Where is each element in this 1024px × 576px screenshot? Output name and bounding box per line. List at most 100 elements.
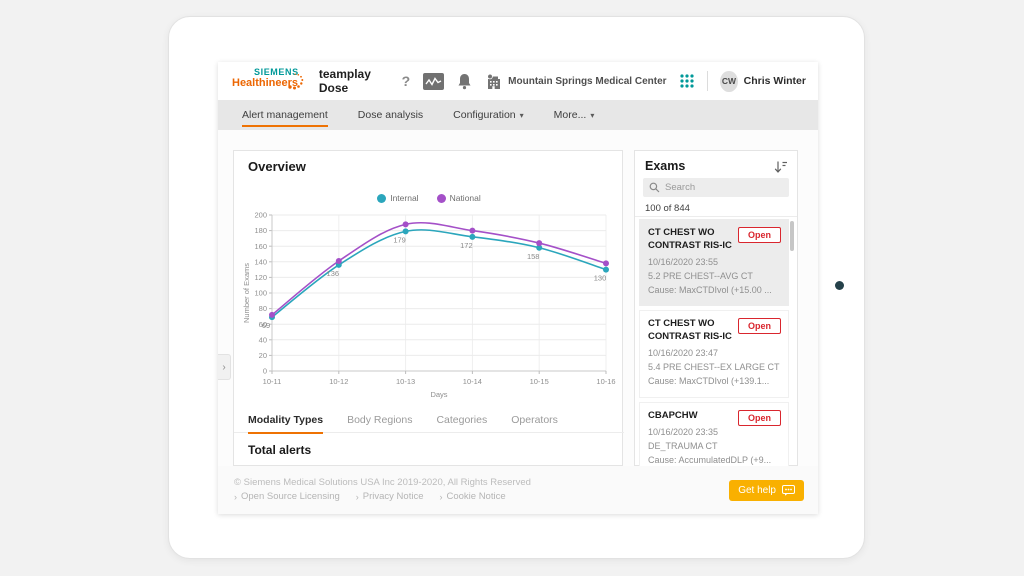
exam-card[interactable]: CT CHEST WO CONTRAST RIS-IC Open 10/16/2… bbox=[639, 219, 789, 307]
total-alerts-heading: Total alerts bbox=[248, 443, 312, 457]
data-point-national[interactable] bbox=[335, 258, 342, 265]
sidebar-expander-chevron[interactable]: › bbox=[218, 354, 231, 380]
footer-link-label: Privacy Notice bbox=[362, 491, 424, 502]
legend-dot bbox=[377, 193, 387, 203]
exams-scrollbar-thumb[interactable] bbox=[790, 221, 794, 251]
sort-icon[interactable] bbox=[773, 159, 789, 175]
apps-grid-icon[interactable] bbox=[679, 74, 694, 88]
svg-text:80: 80 bbox=[259, 304, 267, 313]
exam-card[interactable]: CT CHEST WO CONTRAST RIS-IC Open 10/16/2… bbox=[639, 310, 789, 398]
open-exam-button[interactable]: Open bbox=[737, 227, 781, 243]
dose-monitor-icon[interactable] bbox=[423, 72, 445, 90]
svg-text:10-11: 10-11 bbox=[263, 377, 282, 386]
svg-text:20: 20 bbox=[259, 351, 267, 360]
data-point-national[interactable] bbox=[402, 221, 409, 228]
svg-text:40: 40 bbox=[259, 335, 267, 344]
data-point-label: 136 bbox=[327, 269, 340, 278]
exam-card-list: CT CHEST WO CONTRAST RIS-IC Open 10/16/2… bbox=[639, 219, 789, 481]
exam-protocol: 5.4 PRE CHEST--EX LARGE CT bbox=[648, 362, 780, 372]
avatar[interactable]: CW bbox=[720, 70, 738, 92]
nav-tabs: Alert management Dose analysis Configura… bbox=[218, 100, 818, 130]
subtab-operators[interactable]: Operators bbox=[511, 407, 558, 433]
data-point-label: 130 bbox=[594, 274, 607, 283]
overview-subtabs: Modality Types Body Regions Categories O… bbox=[234, 407, 624, 434]
help-icon[interactable]: ? bbox=[401, 73, 411, 89]
subtab-modality-types[interactable]: Modality Types bbox=[248, 407, 324, 434]
svg-text:10-15: 10-15 bbox=[530, 377, 549, 386]
svg-text:200: 200 bbox=[254, 211, 267, 220]
svg-text:180: 180 bbox=[254, 226, 267, 235]
data-point-internal[interactable] bbox=[603, 266, 609, 273]
series-line-national bbox=[271, 221, 607, 316]
data-point-internal[interactable] bbox=[536, 244, 543, 251]
data-point-national[interactable] bbox=[603, 260, 609, 267]
bell-icon[interactable] bbox=[457, 73, 472, 90]
legend-label: Internal bbox=[390, 193, 419, 203]
chevron-right-icon: › bbox=[355, 491, 359, 502]
exams-title: Exams bbox=[645, 159, 686, 173]
open-exam-button[interactable]: Open bbox=[737, 318, 781, 335]
nav-tab-configuration[interactable]: Configuration ▾ bbox=[453, 100, 523, 130]
chevron-down-icon: ▾ bbox=[590, 110, 595, 120]
data-point-label: 179 bbox=[393, 235, 406, 244]
legend-item-national: National bbox=[436, 193, 481, 203]
nav-tab-more[interactable]: More... ▾ bbox=[554, 100, 595, 130]
data-point-national[interactable] bbox=[269, 311, 275, 318]
exams-line-chart: 0 20 40 60 80 100 120 140 160 180 200 10-11 10-12 10-… bbox=[242, 211, 616, 399]
nav-tab-dose-analysis[interactable]: Dose analysis bbox=[358, 100, 423, 130]
app-header: SIEMENS Healthineers teamplay Dose ? bbox=[218, 62, 818, 100]
series-line-internal bbox=[271, 229, 607, 318]
footer-link-cookie-notice[interactable]: › Cookie Notice bbox=[439, 491, 505, 502]
exam-card[interactable]: CBAPCHW Open 10/16/2020 23:35 DE_TRAUMA … bbox=[639, 401, 789, 477]
exam-datetime: 10/16/2020 23:35 bbox=[648, 426, 719, 437]
data-point-national[interactable] bbox=[536, 240, 543, 247]
open-exam-button[interactable]: Open bbox=[737, 409, 781, 426]
data-point-internal[interactable] bbox=[402, 228, 409, 235]
chevron-right-icon: › bbox=[234, 491, 237, 502]
chevron-down-icon: ▾ bbox=[519, 110, 524, 120]
nav-tab-label: Alert management bbox=[242, 109, 328, 121]
nav-tab-alert-management[interactable]: Alert management bbox=[242, 100, 328, 130]
user-name[interactable]: Chris Winter bbox=[743, 75, 806, 87]
tablet-camera bbox=[835, 281, 844, 290]
siemens-healthineers-logo: SIEMENS Healthineers bbox=[232, 67, 304, 95]
svg-text:10-14: 10-14 bbox=[463, 377, 482, 386]
footer-link-open-source-licensing[interactable]: › Open Source Licensing bbox=[234, 491, 340, 502]
subtab-categories[interactable]: Categories bbox=[436, 407, 487, 433]
search-box bbox=[643, 178, 789, 197]
product-title: teamplay Dose bbox=[318, 67, 371, 95]
get-help-button[interactable]: Get help bbox=[729, 480, 804, 501]
organization-name[interactable]: Mountain Springs Medical Center bbox=[508, 75, 667, 87]
overview-panel: Overview Internal National 0 20 40 60 80 100 1… bbox=[233, 150, 624, 466]
data-point-label: 172 bbox=[460, 241, 473, 250]
data-point-label: 69 bbox=[262, 321, 270, 330]
svg-text:160: 160 bbox=[254, 242, 267, 251]
exam-cause: Cause: AccumulatedDLP (+9... bbox=[648, 454, 772, 465]
exam-cause: Cause: MaxCTDIvol (+139.1... bbox=[648, 375, 770, 386]
nav-tab-label: Configuration bbox=[453, 109, 516, 121]
header-divider bbox=[706, 71, 708, 91]
logo-siemens-text: SIEMENS bbox=[254, 67, 299, 77]
subtab-label: Body Regions bbox=[347, 414, 413, 426]
exam-datetime: 10/16/2020 23:47 bbox=[648, 348, 719, 359]
data-point-internal[interactable] bbox=[469, 233, 476, 240]
exam-cause: Cause: MaxCTDIvol (+15.00 ... bbox=[648, 284, 772, 295]
footer-link-label: Open Source Licensing bbox=[241, 491, 340, 502]
teamplay-dose-app: SIEMENS Healthineers teamplay Dose ? bbox=[218, 62, 818, 514]
data-point-label: 158 bbox=[527, 252, 540, 261]
data-point-national[interactable] bbox=[469, 227, 476, 234]
exam-datetime: 10/16/2020 23:55 bbox=[648, 256, 719, 267]
copyright-text: © Siemens Medical Solutions USA Inc 2019… bbox=[234, 477, 531, 488]
svg-text:10-12: 10-12 bbox=[329, 377, 348, 386]
search-input[interactable] bbox=[665, 182, 775, 193]
exam-protocol: DE_TRAUMA CT bbox=[648, 440, 718, 451]
app-footer: © Siemens Medical Solutions USA Inc 2019… bbox=[218, 466, 818, 514]
subtab-body-regions[interactable]: Body Regions bbox=[347, 407, 412, 433]
chevron-right-icon: › bbox=[439, 491, 443, 502]
legend-item-internal: Internal bbox=[377, 193, 419, 203]
exams-panel: Exams 100 of 844 bbox=[634, 150, 798, 477]
svg-text:140: 140 bbox=[254, 257, 267, 266]
exam-card-title: CT CHEST WO CONTRAST RIS-IC bbox=[648, 227, 732, 251]
footer-link-privacy-notice[interactable]: › Privacy Notice bbox=[356, 491, 424, 502]
exam-protocol: 5.2 PRE CHEST--AVG CT bbox=[648, 270, 753, 281]
